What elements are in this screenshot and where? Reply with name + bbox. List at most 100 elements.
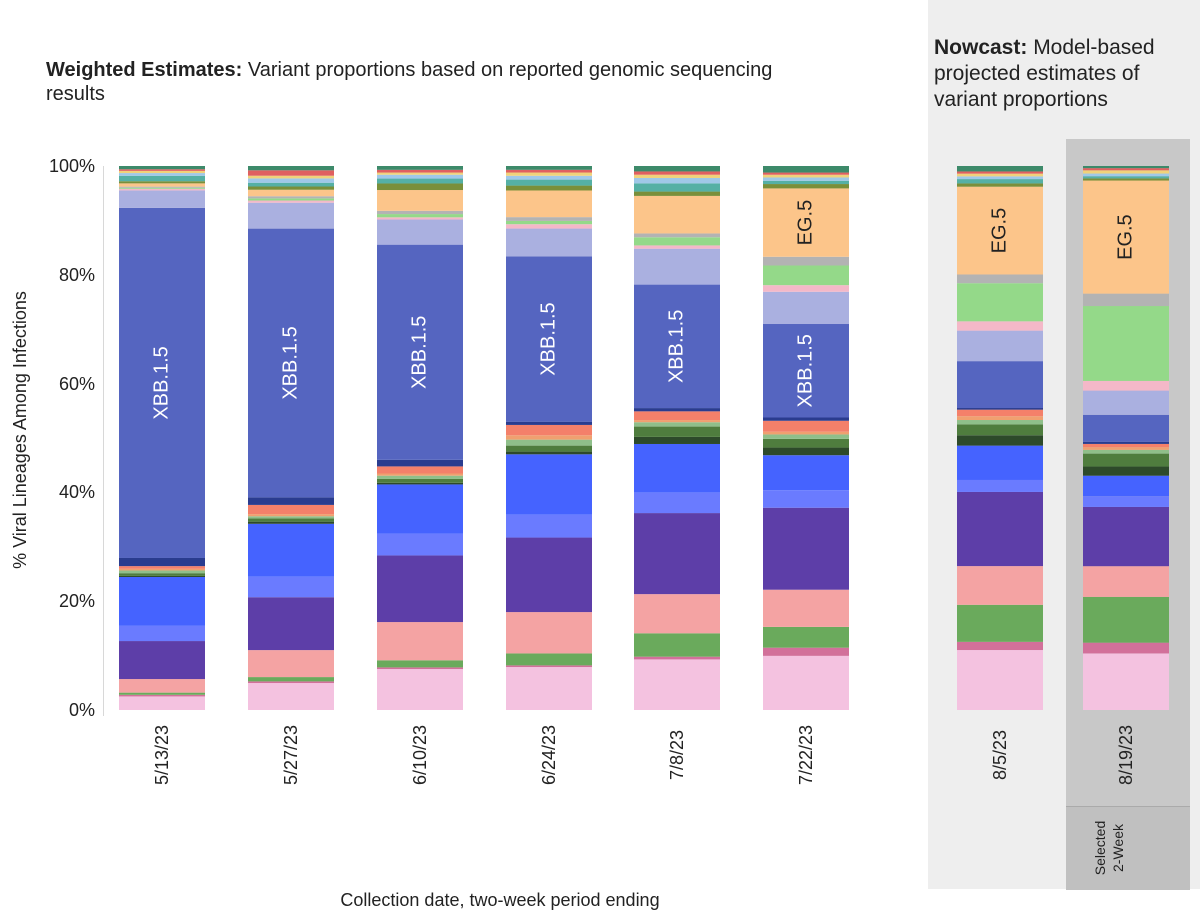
bar-segment[interactable]: [763, 647, 849, 656]
bar-segment[interactable]: [506, 217, 592, 221]
bar-segment[interactable]: [506, 451, 592, 455]
bar-segment[interactable]: [119, 573, 205, 576]
bar-segment[interactable]: [1083, 380, 1169, 391]
bar-segment[interactable]: [763, 431, 849, 435]
bar-segment[interactable]: [957, 650, 1043, 710]
bar-segment[interactable]: [119, 166, 205, 170]
bar-segment[interactable]: [1083, 447, 1169, 450]
bar-segment[interactable]: [634, 443, 720, 493]
bar-segment[interactable]: [119, 175, 205, 182]
bar-segment[interactable]: [763, 184, 849, 189]
bar-segment[interactable]: [1083, 173, 1169, 177]
bar-segment[interactable]: [377, 667, 463, 670]
bar-segment[interactable]: [119, 568, 205, 571]
bar-segment[interactable]: [1083, 441, 1169, 444]
bar-segment[interactable]: [119, 694, 205, 697]
bar-7-22-23[interactable]: [763, 166, 849, 710]
bar-5-13-23[interactable]: [119, 166, 205, 710]
bar-segment[interactable]: [1083, 176, 1169, 179]
bar-segment[interactable]: [506, 179, 592, 186]
bar-segment[interactable]: [634, 594, 720, 634]
bar-segment[interactable]: [377, 475, 463, 479]
bar-segment[interactable]: [957, 491, 1043, 567]
bar-segment[interactable]: [506, 653, 592, 666]
bar-segment[interactable]: [119, 186, 205, 188]
bar-segment[interactable]: [763, 265, 849, 286]
bar-segment[interactable]: [763, 256, 849, 266]
bar-segment[interactable]: [763, 490, 849, 508]
bar-segment[interactable]: [1083, 506, 1169, 567]
bar-segment[interactable]: [957, 361, 1043, 409]
bar-segment[interactable]: [377, 210, 463, 215]
bar-segment[interactable]: [957, 330, 1043, 362]
bar-segment[interactable]: [634, 248, 720, 285]
bar-segment[interactable]: [1083, 475, 1169, 497]
bar-segment[interactable]: [119, 575, 205, 577]
bar-segment[interactable]: [1083, 449, 1169, 454]
bar-segment[interactable]: [634, 420, 720, 423]
bar-segment[interactable]: [119, 183, 205, 187]
bar-segment[interactable]: [763, 285, 849, 292]
bar-segment[interactable]: [506, 166, 592, 170]
bar-segment[interactable]: [377, 533, 463, 556]
bar-segment[interactable]: [634, 408, 720, 412]
bar-segment[interactable]: [377, 178, 463, 184]
bar-segment[interactable]: [763, 180, 849, 185]
bar-segment[interactable]: [763, 589, 849, 627]
bar-segment[interactable]: [506, 169, 592, 173]
bar-segment[interactable]: [506, 667, 592, 710]
bar-segment[interactable]: [1083, 653, 1169, 710]
bar-segment[interactable]: [957, 566, 1043, 605]
bar-segment[interactable]: [634, 513, 720, 595]
bar-segment[interactable]: [248, 198, 334, 201]
bar-segment[interactable]: [957, 445, 1043, 480]
bar-segment[interactable]: [1083, 443, 1169, 448]
bar-segment[interactable]: [957, 283, 1043, 322]
bar-segment[interactable]: [377, 482, 463, 485]
bar-segment[interactable]: [763, 174, 849, 178]
bar-segment[interactable]: [957, 183, 1043, 187]
bar-6-24-23[interactable]: [506, 166, 592, 710]
bar-segment[interactable]: [506, 224, 592, 229]
bar-segment[interactable]: [119, 190, 205, 208]
bar-8-5-23[interactable]: [957, 166, 1043, 710]
bar-segment[interactable]: [377, 244, 463, 460]
bar-segment[interactable]: [763, 447, 849, 456]
bar-segment[interactable]: [248, 521, 334, 524]
bar-segment[interactable]: [1083, 642, 1169, 654]
bar-segment[interactable]: [1083, 168, 1169, 171]
selected-period-tag[interactable]: [1066, 806, 1190, 890]
bar-segment[interactable]: [119, 641, 205, 680]
bar-segment[interactable]: [377, 484, 463, 534]
bar-segment[interactable]: [506, 421, 592, 425]
bar-segment[interactable]: [248, 576, 334, 598]
bar-segment[interactable]: [248, 186, 334, 190]
bar-segment[interactable]: [763, 188, 849, 257]
bar-segment[interactable]: [377, 183, 463, 191]
bar-segment[interactable]: [119, 170, 205, 174]
bar-segment[interactable]: [506, 172, 592, 176]
bar-segment[interactable]: [1083, 466, 1169, 476]
bar-segment[interactable]: [634, 659, 720, 710]
bar-segment[interactable]: [377, 166, 463, 170]
bar-segment[interactable]: [763, 455, 849, 491]
bar-segment[interactable]: [248, 597, 334, 651]
bar-segment[interactable]: [634, 656, 720, 660]
bar-segment[interactable]: [1083, 180, 1169, 294]
bar-segment[interactable]: [634, 284, 720, 409]
bar-segment[interactable]: [1083, 178, 1169, 181]
bar-segment[interactable]: [119, 625, 205, 642]
bar-segment[interactable]: [119, 169, 205, 171]
bar-segment[interactable]: [377, 660, 463, 668]
bar-segment[interactable]: [506, 514, 592, 538]
bar-segment[interactable]: [119, 557, 205, 567]
bar-segment[interactable]: [377, 478, 463, 483]
bar-segment[interactable]: [763, 438, 849, 448]
bar-segment[interactable]: [506, 190, 592, 218]
bar-segment[interactable]: [506, 537, 592, 613]
bar-segment[interactable]: [957, 424, 1043, 436]
bar-segment[interactable]: [634, 183, 720, 192]
bar-segment[interactable]: [1083, 293, 1169, 307]
bar-6-10-23[interactable]: [377, 166, 463, 710]
bar-segment[interactable]: [634, 174, 720, 178]
